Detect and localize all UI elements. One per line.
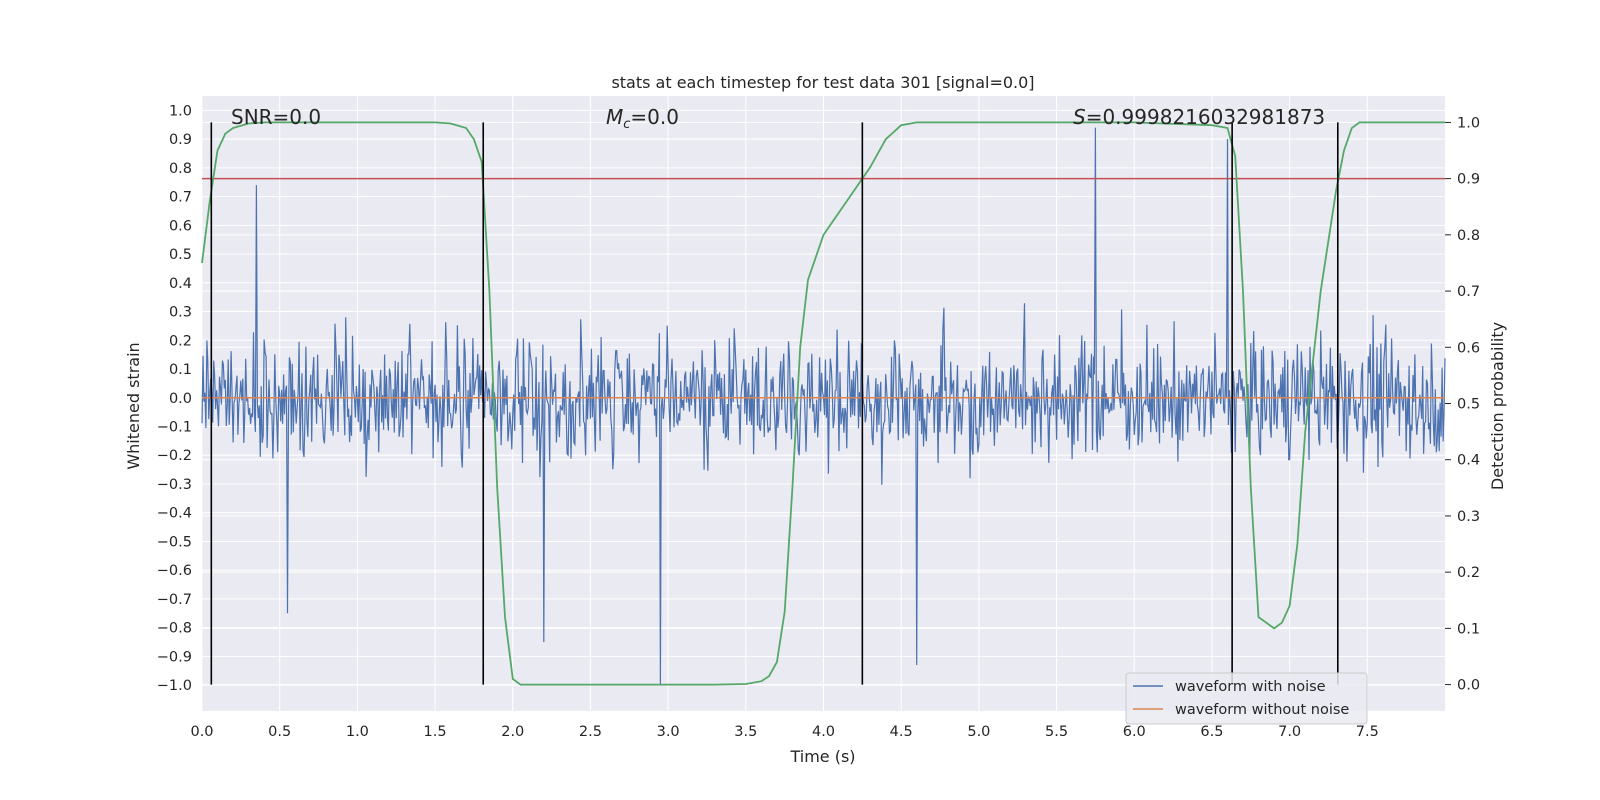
legend: waveform with noise waveform without noi…: [1125, 672, 1368, 725]
y-tick-label: −0.4: [157, 506, 192, 522]
x-tick-label: 7.0: [1278, 724, 1301, 740]
y2-axis-label: Detection probability: [1488, 322, 1507, 490]
chirp-mass-value: =0.0: [630, 105, 679, 129]
y2-tick-label: 0.7: [1457, 284, 1480, 300]
chirp-mass-annotation: Mc=0.0: [606, 105, 679, 132]
chart-title: stats at each timestep for test data 301…: [611, 73, 1034, 92]
y-axis-label: Whitened strain: [124, 342, 143, 469]
x-tick-label: 3.5: [734, 724, 757, 740]
y-tick-label: −0.5: [157, 534, 192, 550]
y2-tick-label: 0.5: [1457, 397, 1480, 413]
x-tick-label: 6.5: [1200, 724, 1223, 740]
score-symbol: S: [1073, 105, 1086, 129]
y-tick-label: 0.4: [169, 276, 192, 292]
x-tick-label: 4.0: [812, 724, 835, 740]
y2-axis-ticks: 1.0 0.9 0.8 0.7 0.6 0.5 0.4 0.3 0.2 0.1 0.0: [1445, 115, 1480, 694]
x-tick-label: 7.5: [1356, 724, 1379, 740]
y2-tick-label: 1.0: [1457, 115, 1480, 131]
y2-tick-label: 0.1: [1457, 621, 1480, 637]
y2-tick-label: 0.2: [1457, 565, 1480, 581]
x-tick-label: 1.0: [346, 724, 369, 740]
y-axis-ticks: 1.0 0.9 0.8 0.7 0.6 0.5 0.4 0.3 0.2 0.1 0.0 −0.1 −0.…: [157, 103, 192, 694]
y-tick-label: −0.6: [157, 563, 192, 579]
y2-tick-label: 0.8: [1457, 228, 1480, 244]
x-axis-label: Time (s): [789, 747, 855, 766]
legend-box: [1125, 672, 1368, 725]
y-tick-label: −0.1: [157, 419, 192, 435]
noisy-waveform-series: [201, 127, 1446, 686]
y-tick-label: −0.2: [157, 448, 192, 464]
x-tick-label: 6.0: [1123, 724, 1146, 740]
y-tick-label: −0.8: [157, 621, 192, 637]
y-tick-label: 0.5: [169, 247, 192, 263]
score-annotation: S=0.9998216032981873: [1073, 105, 1325, 129]
y2-tick-label: 0.3: [1457, 509, 1480, 525]
y2-tick-label: 0.4: [1457, 453, 1480, 469]
y-tick-label: 0.9: [169, 132, 192, 148]
y-tick-label: 0.8: [169, 161, 192, 177]
snr-annotation: SNR=0.0: [231, 105, 321, 129]
y-tick-label: −0.9: [157, 649, 192, 665]
y2-tick-label: 0.9: [1457, 172, 1480, 188]
legend-label-clean: waveform without noise: [1175, 702, 1349, 718]
x-tick-label: 5.0: [967, 724, 990, 740]
y-tick-label: 0.0: [169, 391, 192, 407]
x-tick-label: 0.5: [268, 724, 291, 740]
y-tick-label: 0.6: [169, 218, 192, 234]
y-tick-label: −1.0: [157, 678, 192, 694]
x-tick-label: 1.5: [424, 724, 447, 740]
y-tick-label: −0.7: [157, 592, 192, 608]
score-value: =0.9998216032981873: [1086, 105, 1325, 129]
y-tick-label: 1.0: [169, 103, 192, 119]
noisy-waveform-line: [201, 127, 1446, 686]
legend-label-noise: waveform with noise: [1175, 679, 1326, 695]
x-tick-label: 0.0: [190, 724, 213, 740]
x-tick-label: 5.5: [1045, 724, 1068, 740]
y-tick-label: 0.2: [169, 333, 192, 349]
detection-probability-line: [201, 121, 1445, 686]
y-tick-label: 0.7: [169, 190, 192, 206]
y-tick-label: 0.1: [169, 362, 192, 378]
chirp-mass-subscript: c: [623, 117, 630, 132]
x-tick-label: 4.5: [890, 724, 913, 740]
x-axis-ticks: 0.0 0.5 1.0 1.5 2.0 2.5 3.0 3.5 4.0 4.5 5.0 5.5 6.0 6…: [190, 724, 1378, 740]
y2-tick-label: 0.6: [1457, 340, 1480, 356]
y-tick-label: −0.3: [157, 477, 192, 493]
x-tick-label: 2.5: [579, 724, 602, 740]
event-vlines: [210, 122, 1339, 685]
x-tick-label: 2.0: [501, 724, 524, 740]
y-tick-label: 0.3: [169, 305, 192, 321]
chirp-mass-symbol: M: [606, 105, 623, 129]
x-tick-label: 3.0: [657, 724, 680, 740]
y2-tick-label: 0.0: [1457, 678, 1480, 694]
